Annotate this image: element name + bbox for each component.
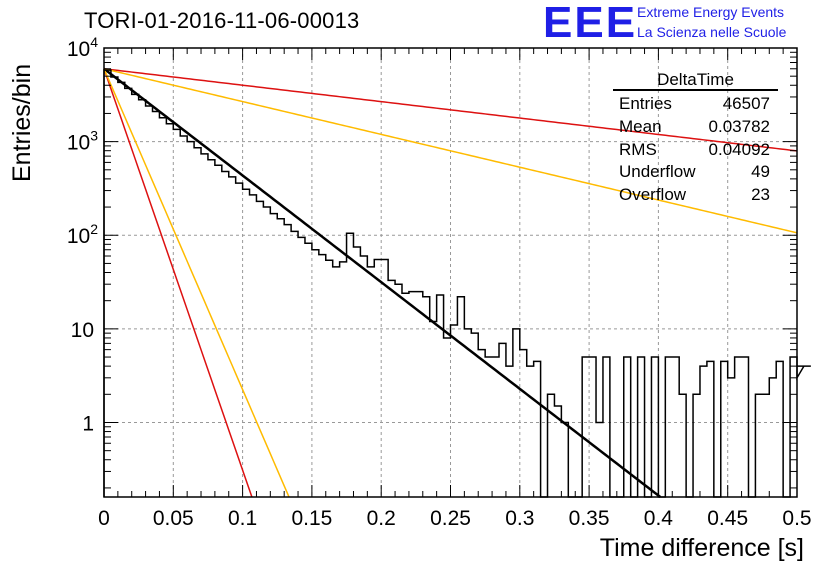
x-tick-label: 0.25: [430, 507, 471, 530]
eee-logo: EEE: [543, 0, 638, 47]
stats-box: DeltaTime Entries 46507 Mean 0.03782 RMS 0.…: [613, 70, 778, 207]
x-axis-label: Time difference [s]: [599, 534, 804, 562]
axis-ticks: 0 0.05 0.1 0.15 0.2 0.25 0.3 0.35 0.4 0.45 0.5 1 10 1…: [67, 34, 812, 530]
logo-subtitle-1: Extreme Energy Events: [637, 4, 785, 20]
stats-label: RMS: [619, 139, 657, 159]
y-tick-label: 1: [82, 412, 94, 435]
stats-row-entries: Entries 46507: [613, 93, 778, 116]
curve-2: [103, 68, 253, 498]
x-tick-label: 0.2: [367, 507, 396, 530]
stats-value: 0.03782: [708, 116, 770, 136]
stats-value: 0.04092: [708, 139, 770, 159]
stats-title: DeltaTime: [613, 70, 778, 91]
y-tick-label: 103: [67, 128, 98, 155]
stats-label: Overflow: [619, 185, 687, 205]
y-tick-label: 104: [67, 34, 98, 61]
x-tick-label: 0.5: [782, 507, 811, 530]
stats-row-mean: Mean 0.03782: [613, 116, 778, 139]
x-tick-label: 0.1: [228, 507, 257, 530]
chart-title: TORI-01-2016-11-06-00013: [84, 8, 360, 33]
x-tick-label: 0.3: [505, 507, 534, 530]
stats-label: Mean: [619, 116, 662, 136]
grid-lines: [104, 48, 797, 497]
x-tick-label: 0.15: [291, 507, 332, 530]
x-tick-label: 0.4: [644, 507, 674, 530]
stats-row-overflow: Overflow 23: [613, 184, 778, 207]
logo-subtitle-2: La Scienza nelle Scuole: [637, 24, 787, 40]
stats-row-underflow: Underflow 49: [613, 161, 778, 184]
curve-3: [103, 68, 798, 234]
x-tick-label: 0: [98, 507, 110, 530]
stats-value: 23: [751, 185, 770, 205]
x-tick-label: 0.45: [707, 507, 748, 530]
curve-4: [103, 68, 290, 498]
stats-value: 46507: [722, 94, 770, 113]
y-tick-label: 102: [67, 221, 98, 248]
curve-0: [103, 67, 662, 498]
stats-row-rms: RMS 0.04092: [613, 139, 778, 162]
curve-1: [103, 68, 798, 152]
x-tick-label: 0.35: [569, 507, 610, 530]
stats-label: Underflow: [619, 162, 696, 182]
stats-label: Entries: [619, 94, 672, 113]
histogram-bars: [103, 69, 811, 498]
y-axis-label: Entries/bin: [8, 63, 36, 182]
x-tick-label: 0.05: [153, 507, 194, 530]
stats-value: 49: [751, 162, 770, 182]
y-tick-label: 10: [71, 319, 94, 342]
